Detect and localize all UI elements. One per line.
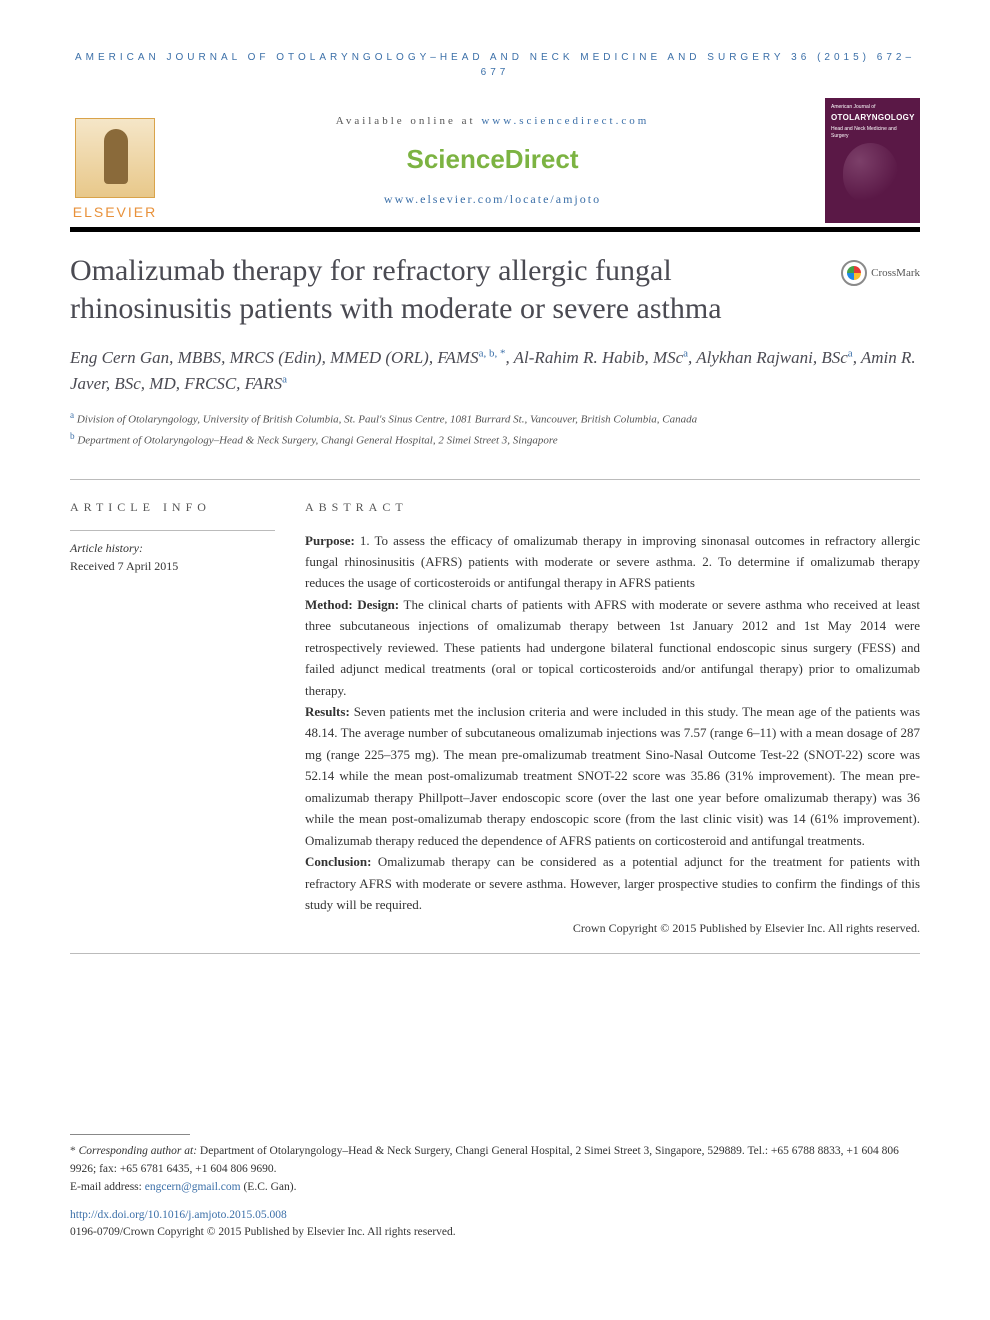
aff-b-text: Department of Otolaryngology–Head & Neck… bbox=[75, 435, 558, 447]
article-history-label: Article history: bbox=[70, 539, 275, 557]
received-date: Received 7 April 2015 bbox=[70, 557, 275, 575]
cover-line2: OTOLARYNGOLOGY bbox=[831, 112, 914, 124]
info-divider bbox=[70, 530, 275, 531]
info-abstract-row: ARTICLE INFO Article history: Received 7… bbox=[70, 479, 920, 955]
footnotes: * Corresponding author at: Department of… bbox=[70, 1143, 920, 1196]
issn-copyright-line: 0196-0709/Crown Copyright © 2015 Publish… bbox=[70, 1224, 920, 1241]
doi-link[interactable]: http://dx.doi.org/10.1016/j.amjoto.2015.… bbox=[70, 1209, 287, 1221]
purpose-label: Purpose: bbox=[305, 533, 355, 548]
author-1-sup[interactable]: a, b, * bbox=[479, 347, 506, 359]
method-label: Method: Design: bbox=[305, 597, 399, 612]
corr-email[interactable]: engcern@gmail.com bbox=[145, 1181, 241, 1193]
journal-url-line: www.elsevier.com/locate/amjoto bbox=[176, 189, 809, 209]
journal-cover-thumb: American Journal of OTOLARYNGOLOGY Head … bbox=[825, 98, 920, 223]
email-tail: (E.C. Gan). bbox=[241, 1181, 297, 1193]
abstract-copyright: Crown Copyright © 2015 Published by Else… bbox=[305, 919, 920, 937]
sciencedirect-logo: ScienceDirect bbox=[176, 140, 809, 179]
author-2: , Al-Rahim R. Habib, MSc bbox=[505, 348, 683, 367]
crossmark-icon bbox=[841, 260, 867, 286]
crossmark-label: CrossMark bbox=[871, 265, 920, 282]
article-info-heading: ARTICLE INFO bbox=[70, 498, 275, 516]
doi-block: http://dx.doi.org/10.1016/j.amjoto.2015.… bbox=[70, 1207, 920, 1224]
results-text: Seven patients met the inclusion criteri… bbox=[305, 704, 920, 848]
elsevier-wordmark: ELSEVIER bbox=[73, 202, 157, 223]
masthead-center: Available online at www.sciencedirect.co… bbox=[176, 98, 809, 223]
running-head: AMERICAN JOURNAL OF OTOLARYNGOLOGY–HEAD … bbox=[70, 50, 920, 80]
crossmark-widget[interactable]: CrossMark bbox=[841, 252, 920, 286]
elsevier-tree-icon bbox=[75, 118, 155, 198]
author-list: Eng Cern Gan, MBBS, MRCS (Edin), MMED (O… bbox=[70, 345, 920, 396]
aff-a-text: Division of Otolaryngology, University o… bbox=[74, 414, 697, 426]
affiliations: a Division of Otolaryngology, University… bbox=[70, 408, 920, 451]
corr-label: Corresponding author at: bbox=[76, 1145, 197, 1157]
article-title: Omalizumab therapy for refractory allerg… bbox=[70, 252, 821, 327]
results-label: Results: bbox=[305, 704, 350, 719]
author-1: Eng Cern Gan, MBBS, MRCS (Edin), MMED (O… bbox=[70, 348, 479, 367]
journal-url[interactable]: www.elsevier.com/locate/amjoto bbox=[384, 192, 601, 206]
cover-line3: Head and Neck Medicine and Surgery bbox=[831, 126, 914, 141]
masthead: ELSEVIER Available online at www.science… bbox=[70, 98, 920, 232]
sciencedirect-url[interactable]: www.sciencedirect.com bbox=[481, 115, 649, 127]
email-label: E-mail address: bbox=[70, 1181, 145, 1193]
article-info-column: ARTICLE INFO Article history: Received 7… bbox=[70, 480, 275, 938]
abstract-column: ABSTRACT Purpose: 1. To assess the effic… bbox=[305, 480, 920, 938]
conclusion-text: Omalizumab therapy can be considered as … bbox=[305, 854, 920, 912]
elsevier-logo: ELSEVIER bbox=[70, 98, 160, 223]
author-3: , Alykhan Rajwani, BSc bbox=[688, 348, 848, 367]
available-prefix: Available online at bbox=[336, 115, 482, 127]
author-4-sup[interactable]: a bbox=[282, 373, 287, 385]
purpose-text: 1. To assess the efficacy of omalizumab … bbox=[305, 533, 920, 591]
cover-line1: American Journal of bbox=[831, 104, 914, 112]
abstract-heading: ABSTRACT bbox=[305, 498, 920, 516]
conclusion-label: Conclusion: bbox=[305, 854, 371, 869]
footnote-rule bbox=[70, 1134, 190, 1135]
available-online-line: Available online at www.sciencedirect.co… bbox=[176, 113, 809, 130]
